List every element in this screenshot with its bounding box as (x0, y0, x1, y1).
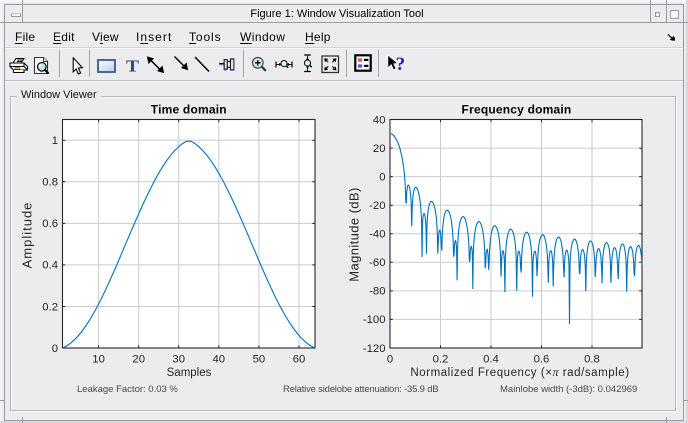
svg-text:40: 40 (213, 353, 226, 365)
svg-text:1: 1 (52, 135, 58, 147)
svg-text:-80: -80 (369, 286, 385, 298)
svg-text:0.8: 0.8 (584, 353, 600, 365)
svg-text:-60: -60 (369, 257, 385, 269)
svg-text:0: 0 (387, 353, 393, 365)
svg-text:-40: -40 (369, 229, 385, 241)
svg-text:-120: -120 (363, 343, 386, 355)
svg-text:10: 10 (92, 353, 105, 365)
svg-text:20: 20 (132, 353, 145, 365)
svg-text:-20: -20 (369, 200, 385, 212)
svg-text:0: 0 (52, 343, 58, 355)
svg-text:T: T (126, 58, 139, 74)
svg-text:20: 20 (373, 143, 386, 155)
svg-text:60: 60 (293, 353, 306, 365)
svg-text:30: 30 (172, 353, 185, 365)
svg-text:Normalized Frequency (×π rad/: Normalized Frequency (×π rad/sample) (410, 365, 629, 379)
svg-text:0.8: 0.8 (42, 177, 58, 189)
svg-text:Magnitude (dB): Magnitude (dB) (347, 187, 362, 281)
svg-text:50: 50 (253, 353, 266, 365)
svg-text:0.6: 0.6 (534, 353, 550, 365)
svg-text:-100: -100 (363, 314, 386, 326)
svg-text:0.2: 0.2 (42, 301, 58, 313)
svg-text:Frequency domain: Frequency domain (462, 103, 572, 117)
svg-text:Samples: Samples (167, 367, 212, 379)
svg-text:0.4: 0.4 (483, 353, 499, 365)
svg-text:0: 0 (379, 171, 385, 183)
svg-text:Amplitude: Amplitude (20, 202, 35, 269)
svg-text:0.4: 0.4 (42, 260, 58, 272)
svg-text:0.2: 0.2 (433, 353, 449, 365)
svg-text:?: ? (396, 54, 406, 74)
svg-text:40: 40 (373, 114, 386, 126)
svg-text:0.6: 0.6 (42, 218, 58, 230)
svg-text:Time domain: Time domain (151, 103, 227, 117)
